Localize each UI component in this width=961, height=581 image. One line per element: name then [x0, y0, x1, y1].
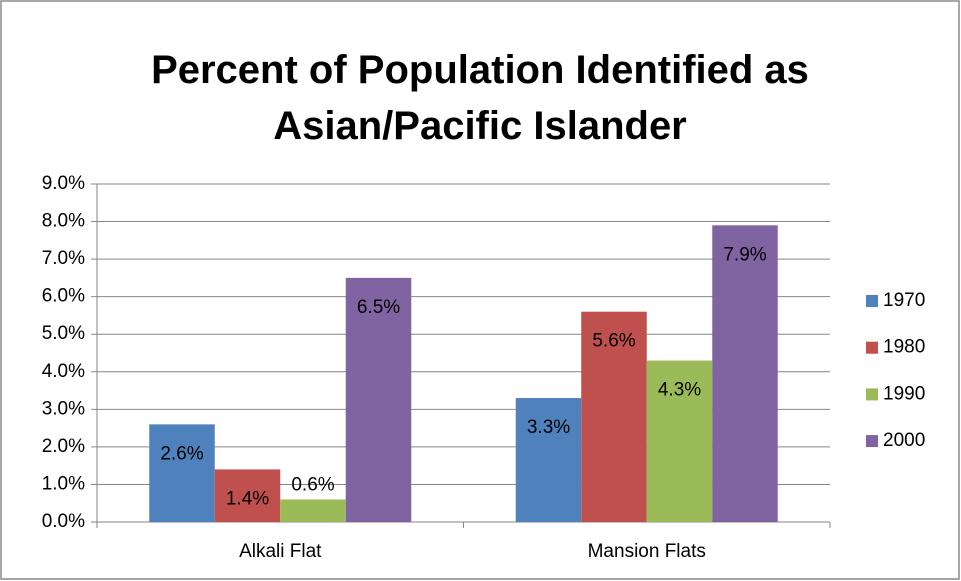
legend-swatch [866, 435, 878, 448]
y-tick-label: 8.0% [42, 211, 85, 232]
bar [515, 398, 582, 522]
bar [214, 469, 281, 522]
legend-label: 2000 [883, 430, 925, 451]
data-label: 3.3% [527, 417, 570, 438]
y-tick-label: 4.0% [42, 361, 85, 382]
y-tick-label: 3.0% [42, 398, 85, 419]
bar [345, 277, 412, 522]
data-label: 7.9% [723, 244, 766, 265]
legend-swatch [866, 295, 878, 307]
data-label: 0.6% [291, 474, 334, 495]
bar [712, 225, 778, 523]
legend-label: 1970 [883, 290, 925, 311]
legend-label: 1990 [883, 383, 925, 404]
bar [646, 360, 713, 522]
y-tick-label: 0.0% [42, 511, 85, 532]
y-tick-label: 6.0% [42, 286, 85, 307]
x-tick-label: Alkali Flat [239, 541, 322, 562]
y-tick-label: 9.0% [42, 173, 85, 194]
data-label: 2.6% [160, 443, 203, 464]
legend-label: 1980 [883, 337, 925, 358]
chart-title: Percent of Population Identified as Asia… [151, 48, 809, 148]
bar [280, 499, 346, 522]
data-label: 6.5% [357, 297, 400, 318]
data-label: 5.6% [592, 331, 635, 352]
data-label: 4.3% [658, 380, 701, 401]
data-label: 1.4% [226, 488, 269, 509]
y-tick-label: 5.0% [42, 323, 85, 344]
y-tick-label: 2.0% [42, 436, 85, 457]
x-tick-label: Mansion Flats [588, 541, 706, 562]
bar [581, 311, 647, 522]
bar [149, 424, 215, 522]
y-tick-label: 1.0% [42, 473, 85, 494]
legend-swatch [866, 341, 878, 354]
y-tick-label: 7.0% [42, 248, 85, 269]
legend-swatch [866, 388, 878, 401]
